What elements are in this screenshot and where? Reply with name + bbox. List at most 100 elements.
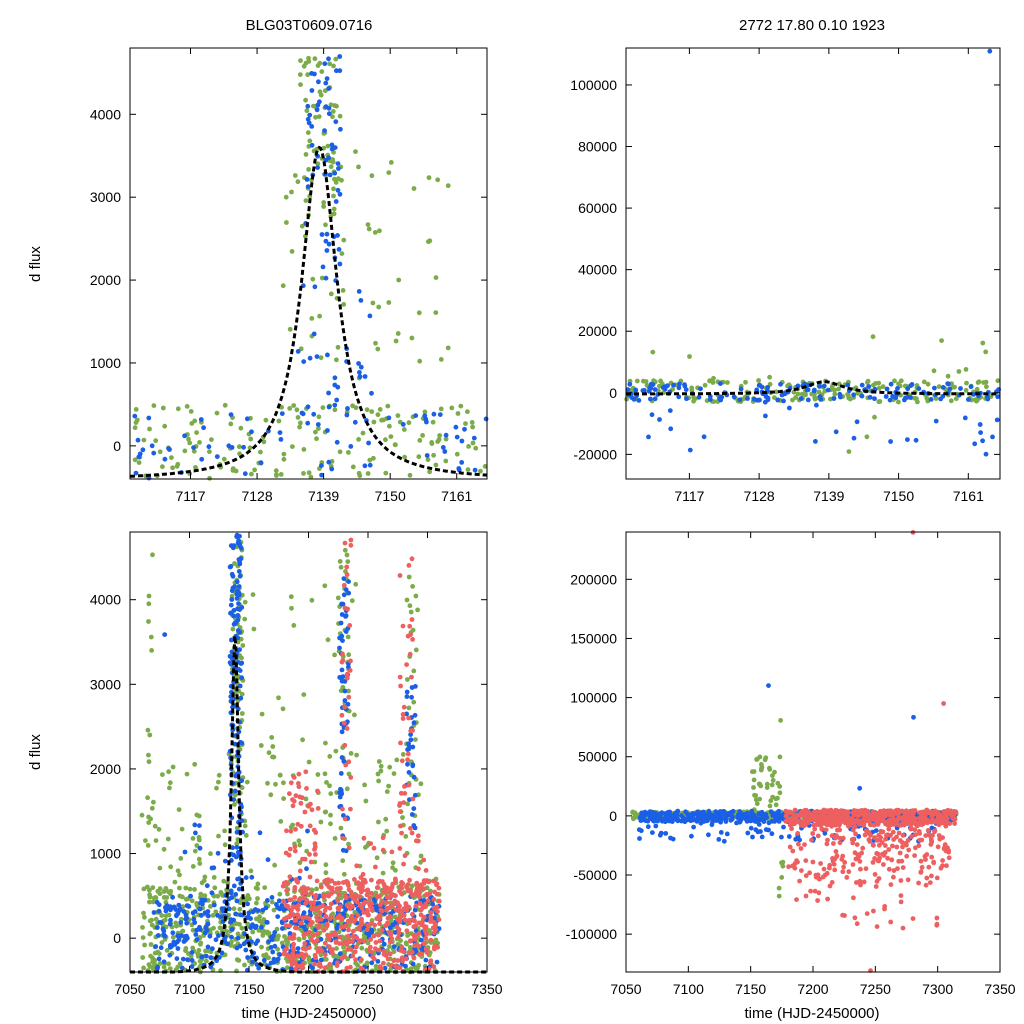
- data-point-red: [365, 887, 371, 893]
- data-point-blue: [326, 56, 331, 62]
- data-point-green: [207, 449, 212, 455]
- data-point-red: [317, 910, 323, 916]
- data-point-green: [360, 430, 366, 436]
- data-point-green: [140, 925, 145, 930]
- data-point-red: [811, 822, 817, 828]
- data-point-green: [758, 767, 764, 773]
- data-point-red: [286, 852, 292, 858]
- data-point-green: [266, 955, 271, 961]
- data-point-blue: [189, 964, 195, 969]
- data-point-blue: [776, 819, 782, 824]
- data-point-green: [263, 417, 269, 423]
- data-point-green: [386, 300, 392, 305]
- data-point-red: [312, 952, 318, 958]
- data-point-green: [433, 462, 439, 468]
- data-point-green: [945, 373, 951, 379]
- data-point-green: [310, 276, 316, 282]
- data-point-blue: [776, 808, 782, 814]
- data-point-green: [757, 796, 762, 802]
- data-point-blue: [244, 416, 250, 422]
- data-point-blue: [703, 818, 709, 824]
- data-point-green: [330, 157, 335, 162]
- data-point-blue: [333, 199, 339, 204]
- data-point-red: [406, 715, 411, 721]
- data-point-blue: [756, 397, 762, 403]
- data-point-blue: [324, 76, 330, 81]
- data-point-green: [995, 378, 1001, 384]
- data-point-blue: [851, 435, 857, 441]
- data-point-blue: [410, 961, 416, 967]
- data-point-red: [384, 889, 390, 895]
- data-point-red: [392, 901, 398, 906]
- data-point-red: [287, 791, 292, 797]
- data-point-blue: [966, 397, 971, 402]
- data-point-green: [707, 378, 712, 384]
- data-point-green: [348, 751, 354, 756]
- data-point-blue: [275, 914, 281, 919]
- data-point-blue: [990, 434, 995, 440]
- data-point-green: [364, 407, 370, 413]
- x-tick-label: 7050: [114, 981, 145, 997]
- data-point-blue: [709, 822, 715, 828]
- data-point-blue: [197, 927, 203, 932]
- panel-top-left-ylabel: d flux: [27, 246, 44, 282]
- x-tick-label: 7128: [744, 488, 775, 504]
- data-point-blue: [440, 445, 446, 450]
- data-point-green: [425, 457, 431, 463]
- data-point-green: [369, 173, 375, 179]
- data-point-blue: [345, 701, 351, 707]
- data-point-blue: [136, 454, 142, 460]
- data-point-red: [405, 888, 411, 894]
- data-point-blue: [386, 415, 392, 421]
- data-point-green: [335, 344, 341, 350]
- data-point-blue: [759, 834, 765, 840]
- data-point-green: [407, 944, 413, 950]
- data-point-blue: [325, 352, 330, 358]
- data-point-blue: [817, 384, 822, 389]
- data-point-blue: [762, 399, 768, 405]
- data-point-red: [400, 907, 406, 913]
- data-point-green: [161, 964, 167, 970]
- data-point-green: [188, 409, 194, 414]
- data-point-green: [287, 406, 293, 411]
- data-point-green: [328, 291, 334, 297]
- data-point-red: [420, 919, 425, 925]
- data-point-blue: [905, 437, 910, 442]
- data-point-blue: [664, 812, 669, 818]
- data-point-blue: [857, 785, 863, 791]
- data-point-green: [197, 440, 202, 445]
- data-point-blue: [424, 453, 430, 458]
- data-point-blue: [456, 467, 462, 473]
- data-point-green: [146, 593, 152, 599]
- data-point-green: [322, 771, 328, 777]
- data-point-red: [307, 823, 313, 829]
- y-tick-label: 80000: [578, 139, 617, 155]
- data-point-blue: [338, 787, 344, 793]
- data-point-red: [386, 895, 392, 900]
- data-point-red: [384, 885, 390, 891]
- data-point-red: [379, 966, 384, 971]
- data-point-red: [810, 859, 816, 865]
- data-point-red: [409, 556, 415, 562]
- data-point-red: [414, 881, 419, 886]
- data-point-green: [157, 449, 163, 455]
- data-point-red: [384, 907, 389, 913]
- data-point-blue: [228, 888, 234, 894]
- data-point-blue: [324, 248, 330, 253]
- data-point-green: [387, 944, 392, 949]
- data-point-red: [410, 796, 416, 802]
- data-point-red: [374, 885, 380, 891]
- data-point-green: [216, 833, 221, 839]
- data-point-blue: [329, 466, 335, 472]
- data-point-blue: [270, 949, 276, 955]
- data-point-red: [399, 830, 404, 836]
- data-point-blue: [766, 683, 771, 688]
- data-point-blue: [872, 396, 877, 402]
- data-point-green: [153, 916, 159, 922]
- data-point-blue: [239, 778, 245, 784]
- data-point-green: [426, 175, 432, 181]
- data-point-blue: [883, 394, 889, 399]
- data-point-red: [302, 856, 308, 862]
- data-point-blue: [265, 898, 270, 903]
